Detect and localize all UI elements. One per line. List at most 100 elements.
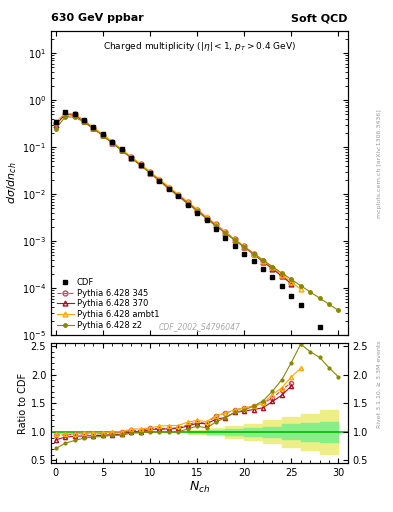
Pythia 6.428 370 (204, 215, 209, 221)
Pythia 6.428 345 (82, 117, 86, 123)
Pythia 6.428 z2 (101, 133, 105, 139)
CDF (63, 110, 68, 116)
Pythia 6.428 345 (204, 215, 209, 221)
Pythia 6.428 370 (138, 162, 143, 168)
Pythia 6.428 z2 (308, 289, 312, 295)
Pythia 6.428 345 (72, 111, 77, 117)
Pythia 6.428 z2 (270, 264, 275, 270)
Text: Charged multiplicity ($|\eta| < 1$, $p_T > 0.4$ GeV): Charged multiplicity ($|\eta| < 1$, $p_T… (103, 40, 296, 53)
CDF (167, 186, 171, 192)
Pythia 6.428 345 (119, 146, 124, 153)
Pythia 6.428 ambt1 (223, 229, 228, 235)
Text: CDF_2002_S4796047: CDF_2002_S4796047 (158, 322, 241, 331)
Pythia 6.428 345 (270, 265, 275, 271)
Pythia 6.428 z2 (119, 147, 124, 154)
Pythia 6.428 370 (82, 118, 86, 124)
CDF (53, 119, 58, 125)
Pythia 6.428 z2 (185, 201, 190, 207)
Pythia 6.428 345 (63, 111, 68, 117)
Pythia 6.428 370 (53, 122, 58, 128)
Pythia 6.428 ambt1 (242, 243, 246, 249)
Pythia 6.428 ambt1 (289, 279, 294, 285)
Line: Pythia 6.428 345: Pythia 6.428 345 (53, 111, 294, 285)
Pythia 6.428 z2 (327, 301, 331, 307)
CDF (72, 111, 77, 117)
Pythia 6.428 ambt1 (204, 214, 209, 220)
Pythia 6.428 ambt1 (129, 154, 134, 160)
Pythia 6.428 ambt1 (53, 119, 58, 125)
Pythia 6.428 370 (157, 177, 162, 183)
Pythia 6.428 ambt1 (213, 221, 218, 227)
Pythia 6.428 ambt1 (110, 139, 115, 145)
Pythia 6.428 ambt1 (148, 169, 152, 175)
Line: Pythia 6.428 370: Pythia 6.428 370 (53, 112, 294, 286)
CDF (157, 178, 162, 184)
CDF (270, 274, 275, 281)
Pythia 6.428 z2 (91, 126, 96, 132)
CDF (148, 170, 152, 176)
Pythia 6.428 345 (279, 272, 284, 279)
Pythia 6.428 ambt1 (185, 199, 190, 205)
Pythia 6.428 ambt1 (91, 124, 96, 131)
Pythia 6.428 z2 (242, 244, 246, 250)
Pythia 6.428 345 (213, 221, 218, 227)
CDF (185, 202, 190, 208)
Pythia 6.428 370 (72, 112, 77, 118)
Pythia 6.428 345 (129, 154, 134, 160)
Pythia 6.428 z2 (72, 114, 77, 120)
CDF (279, 283, 284, 289)
Pythia 6.428 z2 (317, 295, 322, 301)
Pythia 6.428 z2 (63, 114, 68, 120)
Pythia 6.428 z2 (82, 119, 86, 125)
Text: Soft QCD: Soft QCD (291, 13, 348, 23)
Pythia 6.428 z2 (298, 283, 303, 289)
Pythia 6.428 345 (176, 192, 181, 198)
Pythia 6.428 370 (63, 111, 68, 117)
CDF (289, 292, 294, 298)
Pythia 6.428 ambt1 (298, 286, 303, 292)
Pythia 6.428 345 (101, 132, 105, 138)
Pythia 6.428 345 (157, 177, 162, 183)
Pythia 6.428 370 (261, 259, 265, 265)
Pythia 6.428 z2 (167, 186, 171, 192)
Pythia 6.428 ambt1 (279, 271, 284, 278)
CDF (223, 234, 228, 241)
Pythia 6.428 370 (167, 185, 171, 191)
Pythia 6.428 ambt1 (270, 264, 275, 270)
Pythia 6.428 370 (110, 140, 115, 146)
Pythia 6.428 ambt1 (138, 161, 143, 167)
Pythia 6.428 ambt1 (176, 191, 181, 197)
CDF (119, 146, 124, 153)
Pythia 6.428 370 (101, 133, 105, 139)
Pythia 6.428 345 (223, 229, 228, 235)
Pythia 6.428 370 (232, 237, 237, 243)
Text: Rivet 3.1.10, ≥ 3.3M events: Rivet 3.1.10, ≥ 3.3M events (377, 340, 382, 428)
Pythia 6.428 z2 (176, 194, 181, 200)
Pythia 6.428 345 (53, 120, 58, 126)
Pythia 6.428 345 (110, 139, 115, 145)
Legend: CDF, Pythia 6.428 345, Pythia 6.428 370, Pythia 6.428 ambt1, Pythia 6.428 z2: CDF, Pythia 6.428 345, Pythia 6.428 370,… (55, 276, 161, 331)
CDF (261, 266, 265, 272)
CDF (213, 226, 218, 232)
Y-axis label: $d\sigma/dn_{ch}$: $d\sigma/dn_{ch}$ (6, 162, 19, 204)
Pythia 6.428 370 (176, 192, 181, 198)
Pythia 6.428 345 (242, 243, 246, 249)
CDF (91, 124, 96, 130)
Pythia 6.428 ambt1 (167, 184, 171, 190)
Line: Pythia 6.428 z2: Pythia 6.428 z2 (54, 115, 340, 312)
Pythia 6.428 ambt1 (195, 206, 200, 212)
Pythia 6.428 z2 (251, 250, 256, 257)
Pythia 6.428 z2 (148, 170, 152, 176)
Y-axis label: Ratio to CDF: Ratio to CDF (18, 373, 28, 434)
Pythia 6.428 ambt1 (261, 258, 265, 264)
CDF (232, 243, 237, 249)
Pythia 6.428 345 (251, 250, 256, 257)
Pythia 6.428 370 (129, 155, 134, 161)
Pythia 6.428 ambt1 (251, 250, 256, 257)
Pythia 6.428 345 (232, 236, 237, 242)
Pythia 6.428 z2 (261, 257, 265, 263)
CDF (82, 117, 86, 123)
Pythia 6.428 z2 (213, 223, 218, 229)
Line: CDF: CDF (53, 110, 341, 366)
Pythia 6.428 370 (223, 230, 228, 236)
